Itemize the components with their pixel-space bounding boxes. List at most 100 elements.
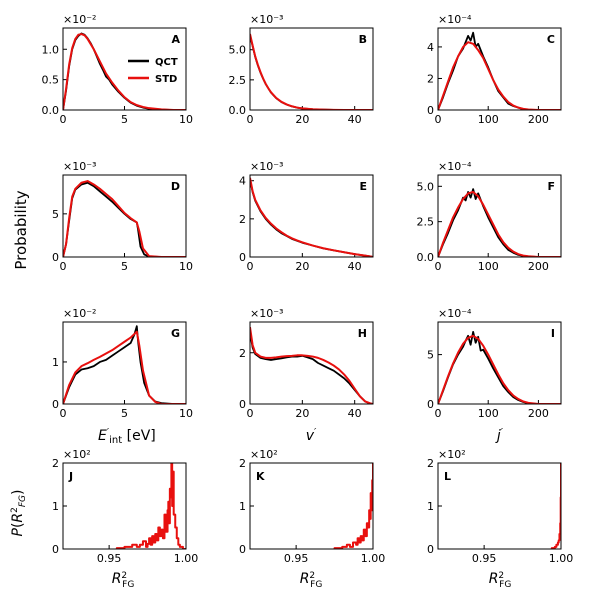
panel-f-xtick-label: 200 [528, 260, 549, 273]
panel-i-ytick-label: 5 [427, 349, 434, 362]
panel-g-xtick-label: 0 [60, 407, 67, 420]
panel-l-ytick-label: 0 [427, 543, 434, 556]
panel-i-xtick-label: 100 [478, 407, 499, 420]
panel-c-letter: C [547, 33, 555, 46]
panel-j-ytick-label: 2 [52, 457, 59, 470]
panel-b-xtick-label: 0 [247, 113, 254, 126]
panel-l-xtick-label: 1.00 [549, 552, 574, 565]
x-axis-label-col2: v′ [306, 427, 317, 444]
panel-f-frame [437, 174, 562, 258]
panel-k-scale-factor: ×10² [250, 448, 278, 461]
panel-l-ytick-label: 2 [427, 457, 434, 470]
panel-j-ytick-label: 1 [52, 500, 59, 513]
panel-d-xtick-label: 0 [60, 260, 67, 273]
panel-l-xtick-label: 0.95 [472, 552, 497, 565]
panel-d-series-std [63, 180, 186, 257]
panel-e-letter: E [359, 180, 367, 193]
panel-c-scale-factor: ×10⁻⁴ [438, 13, 472, 26]
panel-a-scale-factor: ×10⁻² [63, 13, 96, 26]
panel-c-ytick-label: 4 [427, 41, 434, 54]
panel-g-xtick-label: 10 [179, 407, 193, 420]
panel-j-scale-factor: ×10² [63, 448, 91, 461]
panel-g-frame [62, 321, 187, 405]
panel-a-ytick-label: 0.5 [42, 74, 60, 87]
panel-h-ytick-label: 0 [239, 398, 246, 411]
panel-e-xtick-label: 20 [295, 260, 309, 273]
panel-h-series-std [250, 326, 373, 404]
panel-h-ytick-label: 2 [239, 347, 246, 360]
panel-a-ytick-label: 0.0 [42, 104, 60, 117]
panel-e-xtick-label: 0 [247, 260, 254, 273]
panel-k-xtick-label: 0.95 [284, 552, 309, 565]
panel-f: ×10⁻⁴ F 0 100 200 0.0 2.5 5.0 [417, 160, 562, 273]
legend-label-qct: QCT [155, 57, 178, 68]
panel-k-frame [249, 462, 374, 550]
x-axis-label-col3: j′ [495, 427, 504, 444]
panel-h: ×10⁻³ H 0 20 40 0 2 [239, 307, 374, 420]
panel-g-ytick-label: 1 [52, 356, 59, 369]
panel-b-letter: B [359, 33, 367, 46]
panel-a-series-std [63, 33, 186, 110]
panel-d-ytick-label: 5 [52, 208, 59, 221]
panel-a-series-qct [63, 32, 186, 110]
panel-c-frame [437, 27, 562, 111]
panel-a-xtick-label: 10 [179, 113, 193, 126]
panel-h-xtick-label: 0 [247, 407, 254, 420]
panel-l-frame [437, 462, 562, 550]
panel-i: ×10⁻⁴ I 0 100 200 0 5 [427, 307, 562, 420]
panel-d-ytick-label: 0 [52, 251, 59, 264]
panel-i-ytick-label: 0 [427, 398, 434, 411]
panel-h-frame [249, 321, 374, 405]
panel-g-letter: G [171, 327, 180, 340]
y-axis-label-probability: Probability [12, 190, 30, 269]
panel-c-series-std [438, 41, 561, 110]
panel-f-series-qct [438, 188, 561, 257]
panel-b-scale-factor: ×10⁻³ [250, 13, 283, 26]
legend: QCT STD [128, 57, 178, 85]
panel-l: ×10² L 0.95 1.00 0 1 2 [427, 448, 573, 565]
panel-j-frame [62, 462, 187, 550]
panel-e-xtick-label: 40 [348, 260, 362, 273]
panel-l-series-std [550, 463, 561, 549]
panel-h-scale-factor: ×10⁻³ [250, 307, 283, 320]
panel-c: ×10⁻⁴ C 0 100 200 0 2 4 [427, 13, 562, 126]
panel-k: ×10² K 0.95 1.00 0 1 2 [239, 448, 385, 565]
panel-j-xtick-label: 1.00 [174, 552, 199, 565]
panel-e-ytick-label: 0 [239, 251, 246, 264]
panel-d-frame [62, 174, 187, 258]
x-axis-label-rfg-col2: R2 FG [300, 571, 323, 590]
panel-a-frame [62, 27, 187, 111]
panel-i-scale-factor: ×10⁻⁴ [438, 307, 472, 320]
panel-g: ×10⁻² G 0 5 10 0 1 [52, 307, 193, 420]
panel-l-letter: L [444, 470, 451, 483]
panel-a: ×10⁻² A 0 5 10 0.0 0.5 1.0 QCT STD [42, 13, 194, 126]
panel-j-ytick-label: 0 [52, 543, 59, 556]
panel-d-series-qct [63, 181, 186, 257]
panel-f-xtick-label: 100 [478, 260, 499, 273]
panel-b-ytick-label: 0.0 [229, 104, 247, 117]
panel-e-series-std [250, 177, 373, 257]
x-axis-label-col1-prefix: E′int [eV] [98, 427, 156, 446]
panel-g-xtick-label: 5 [121, 407, 128, 420]
panel-b: ×10⁻³ B 0 20 40 0.0 2.5 5.0 [229, 13, 374, 126]
panel-c-xtick-label: 200 [528, 113, 549, 126]
panel-f-xtick-label: 0 [435, 260, 442, 273]
panel-h-xtick-label: 40 [348, 407, 362, 420]
panel-e-frame [249, 174, 374, 258]
panel-d-xtick-label: 10 [179, 260, 193, 273]
panel-b-ytick-label: 2.5 [229, 74, 247, 87]
panel-e-ytick-label: 4 [239, 175, 246, 188]
panel-i-xtick-label: 0 [435, 407, 442, 420]
panel-h-series-qct [250, 332, 373, 404]
panel-d-xtick-label: 5 [121, 260, 128, 273]
panel-b-ytick-label: 5.0 [229, 44, 247, 57]
panel-f-ytick-label: 5.0 [417, 180, 435, 193]
panel-g-series-std [63, 330, 186, 404]
panel-f-ytick-label: 0.0 [417, 251, 435, 264]
panel-f-series-std [438, 190, 561, 257]
panel-c-ytick-label: 0 [427, 104, 434, 117]
panel-c-xtick-label: 0 [435, 113, 442, 126]
panel-g-scale-factor: ×10⁻² [63, 307, 96, 320]
